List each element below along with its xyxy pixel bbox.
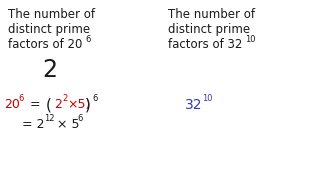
Text: 12: 12	[44, 114, 54, 123]
Text: =: =	[26, 98, 44, 111]
Text: The number of: The number of	[8, 8, 95, 21]
Text: factors of 20: factors of 20	[8, 38, 82, 51]
Text: 10: 10	[245, 35, 255, 44]
Text: 32: 32	[185, 98, 203, 112]
Text: 2: 2	[62, 94, 67, 103]
Text: = 2: = 2	[22, 118, 44, 131]
Text: 2: 2	[42, 58, 57, 82]
Text: 10: 10	[202, 94, 212, 103]
Text: 2: 2	[54, 98, 62, 111]
Text: distinct prime: distinct prime	[8, 23, 90, 36]
Text: 6: 6	[77, 114, 82, 123]
Text: 20: 20	[4, 98, 20, 111]
Text: 6: 6	[92, 94, 97, 103]
Text: The number of: The number of	[168, 8, 255, 21]
Text: ): )	[85, 98, 91, 113]
Text: distinct prime: distinct prime	[168, 23, 250, 36]
Text: × 5: × 5	[53, 118, 79, 131]
Text: ×5): ×5)	[67, 98, 90, 111]
Text: factors of 32: factors of 32	[168, 38, 242, 51]
Text: 6: 6	[18, 94, 23, 103]
Text: (: (	[46, 98, 52, 113]
Text: 6: 6	[85, 35, 90, 44]
